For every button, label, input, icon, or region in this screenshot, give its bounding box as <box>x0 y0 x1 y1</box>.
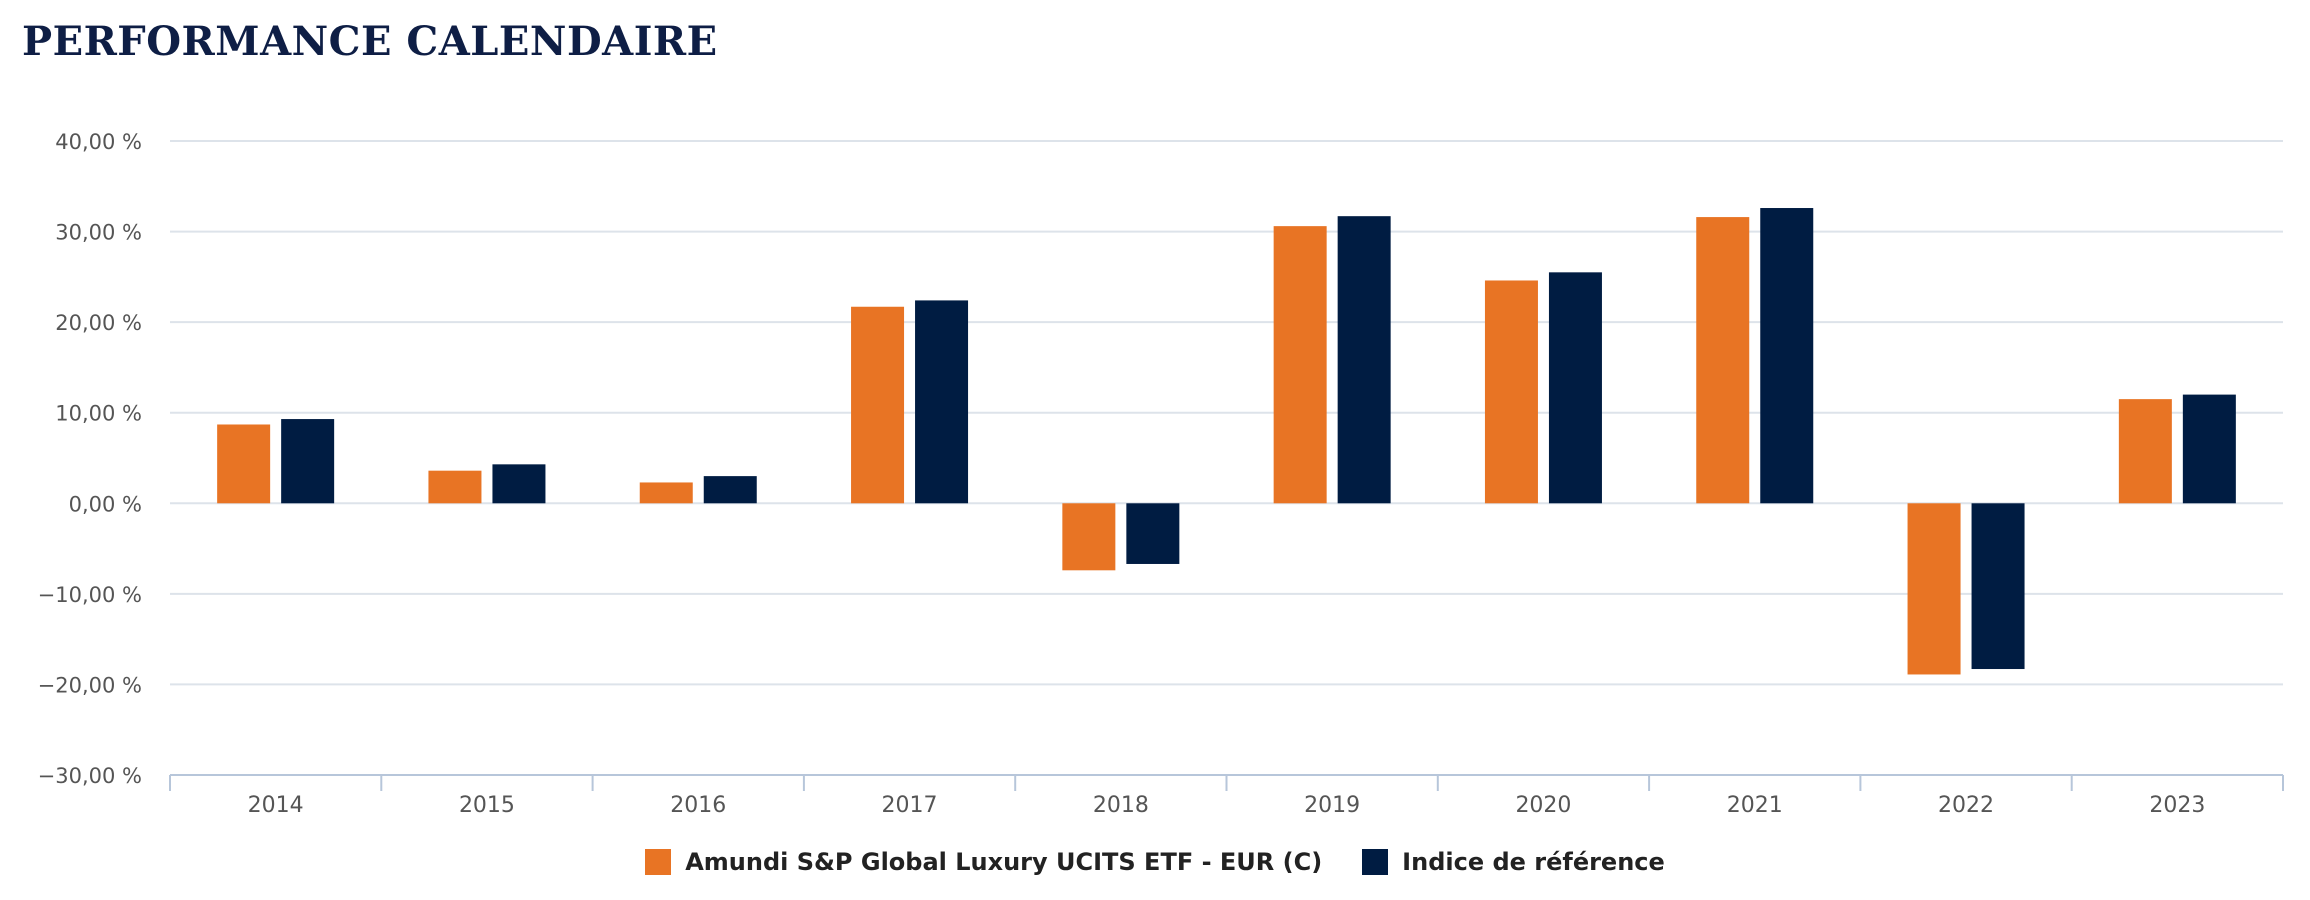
bar-fund-2015 <box>428 470 482 504</box>
x-tick-label: 2022 <box>1938 793 1994 818</box>
legend-swatch-index <box>1362 849 1389 875</box>
bars <box>217 208 2236 675</box>
x-tick-label: 2016 <box>670 793 726 818</box>
x-tick-label: 2020 <box>1515 793 1571 818</box>
y-tick-label: 30,00 % <box>55 221 142 245</box>
bar-index-2017 <box>915 300 969 504</box>
bar-index-2015 <box>492 464 546 504</box>
legend-item-fund[interactable]: Amundi S&P Global Luxury UCITS ETF - EUR… <box>645 848 1322 876</box>
x-tick-label: 2018 <box>1093 793 1149 818</box>
x-tick-label: 2015 <box>459 793 515 818</box>
x-tick-label: 2017 <box>882 793 938 818</box>
bar-fund-2017 <box>851 306 905 504</box>
bar-fund-2020 <box>1484 280 1538 504</box>
y-tick-label: 20,00 % <box>55 311 142 335</box>
x-axis-tick-labels: 2014 2015 2016 2017 2018 2019 2020 2021 2022 2023 <box>248 793 2206 818</box>
legend-swatch-fund <box>645 849 672 875</box>
y-tick-label: 10,00 % <box>55 402 142 426</box>
bar-fund-2019 <box>1273 226 1327 504</box>
bar-index-2014 <box>281 419 335 504</box>
y-axis-tick-labels: 40,00 % 30,00 % 20,00 % 10,00 % 0,00 % −10,00… <box>38 130 142 788</box>
legend: Amundi S&P Global Luxury UCITS ETF - EUR… <box>0 848 2310 876</box>
performance-bar-chart: 40,00 % 30,00 % 20,00 % 10,00 % 0,00 % −10,00… <box>38 130 2284 818</box>
page-title: PERFORMANCE CALENDAIRE <box>22 18 718 65</box>
bar-fund-2022 <box>1907 503 1961 675</box>
y-tick-label: −30,00 % <box>38 764 142 788</box>
bar-index-2019 <box>1337 216 1391 504</box>
legend-label-fund: Amundi S&P Global Luxury UCITS ETF - EUR… <box>685 848 1323 876</box>
bar-index-2018 <box>1126 503 1180 564</box>
y-tick-label: −20,00 % <box>38 673 142 697</box>
grid-lines <box>170 140 2283 686</box>
y-tick-label: 40,00 % <box>55 130 142 154</box>
bar-fund-2023 <box>2118 399 2172 504</box>
bar-fund-2018 <box>1062 503 1116 571</box>
x-axis <box>169 774 2284 791</box>
bar-index-2023 <box>2182 394 2236 504</box>
x-tick-label: 2014 <box>248 793 304 818</box>
x-tick-label: 2023 <box>2149 793 2205 818</box>
y-tick-label: 0,00 % <box>69 492 142 516</box>
y-tick-label: −10,00 % <box>38 583 142 607</box>
bar-index-2016 <box>703 476 757 504</box>
bar-fund-2021 <box>1696 217 1750 504</box>
bar-fund-2016 <box>639 482 693 504</box>
bar-index-2021 <box>1760 208 1814 504</box>
legend-label-index: Indice de référence <box>1402 848 1665 876</box>
bar-index-2022 <box>1971 503 2025 670</box>
legend-item-index[interactable]: Indice de référence <box>1362 848 1665 876</box>
bar-fund-2014 <box>217 424 271 504</box>
x-tick-label: 2021 <box>1727 793 1783 818</box>
x-tick-label: 2019 <box>1304 793 1360 818</box>
bar-index-2020 <box>1548 272 1602 504</box>
